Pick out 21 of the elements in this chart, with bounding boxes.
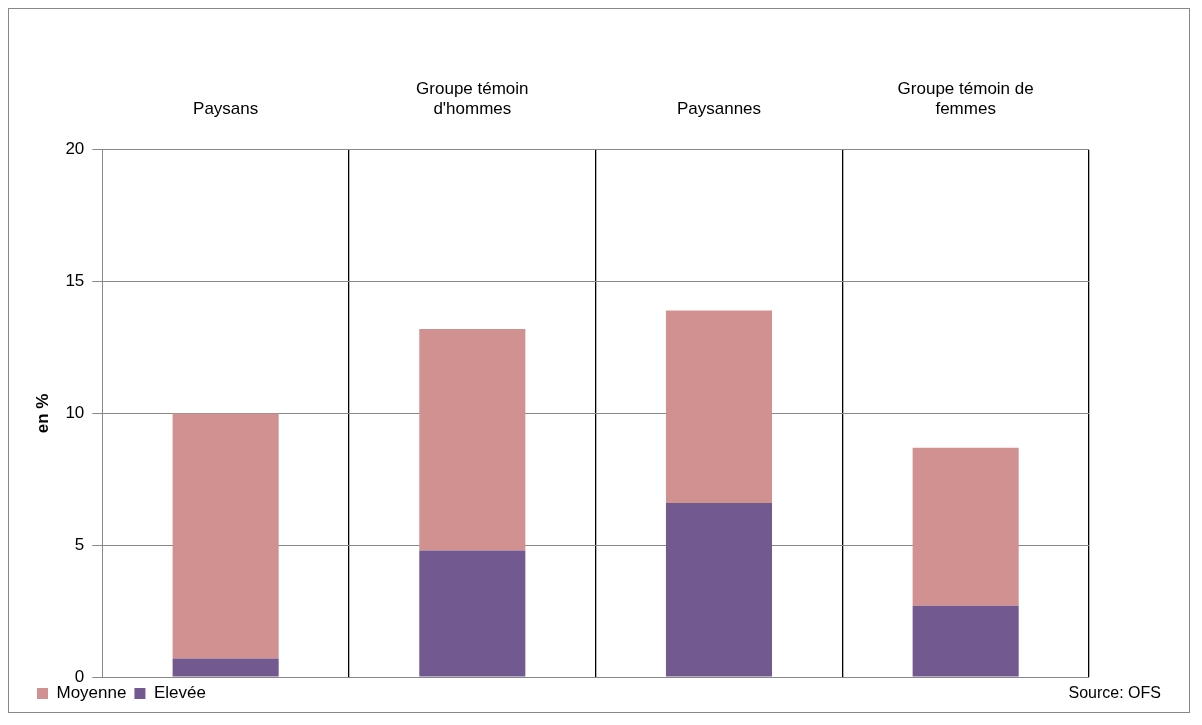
x-tick-label: Paysannes [676,99,762,119]
bar [419,550,526,677]
bar [419,329,526,551]
x-tick-label: Groupe témoin de femmes [897,78,1034,119]
bar [665,503,773,677]
y-tick-label: 5 [74,534,85,554]
y-tick-label: 15 [65,271,85,291]
legend-label: Moyenne [56,683,127,703]
y-tick-label: 0 [74,666,85,686]
y-tick-label: 10 [65,403,85,423]
source-note: Source: OFS [1068,684,1161,702]
bar [172,413,279,659]
x-tick-label: Groupe témoin d'hommes [416,78,529,119]
x-tick-label: Paysans [193,99,259,119]
legend-label: Elevée [153,683,206,703]
bar [912,605,1019,677]
bar [172,658,279,677]
y-axis-title: en % [32,393,52,434]
bar [665,310,773,504]
bar [912,447,1019,606]
y-tick-label: 20 [65,139,85,159]
